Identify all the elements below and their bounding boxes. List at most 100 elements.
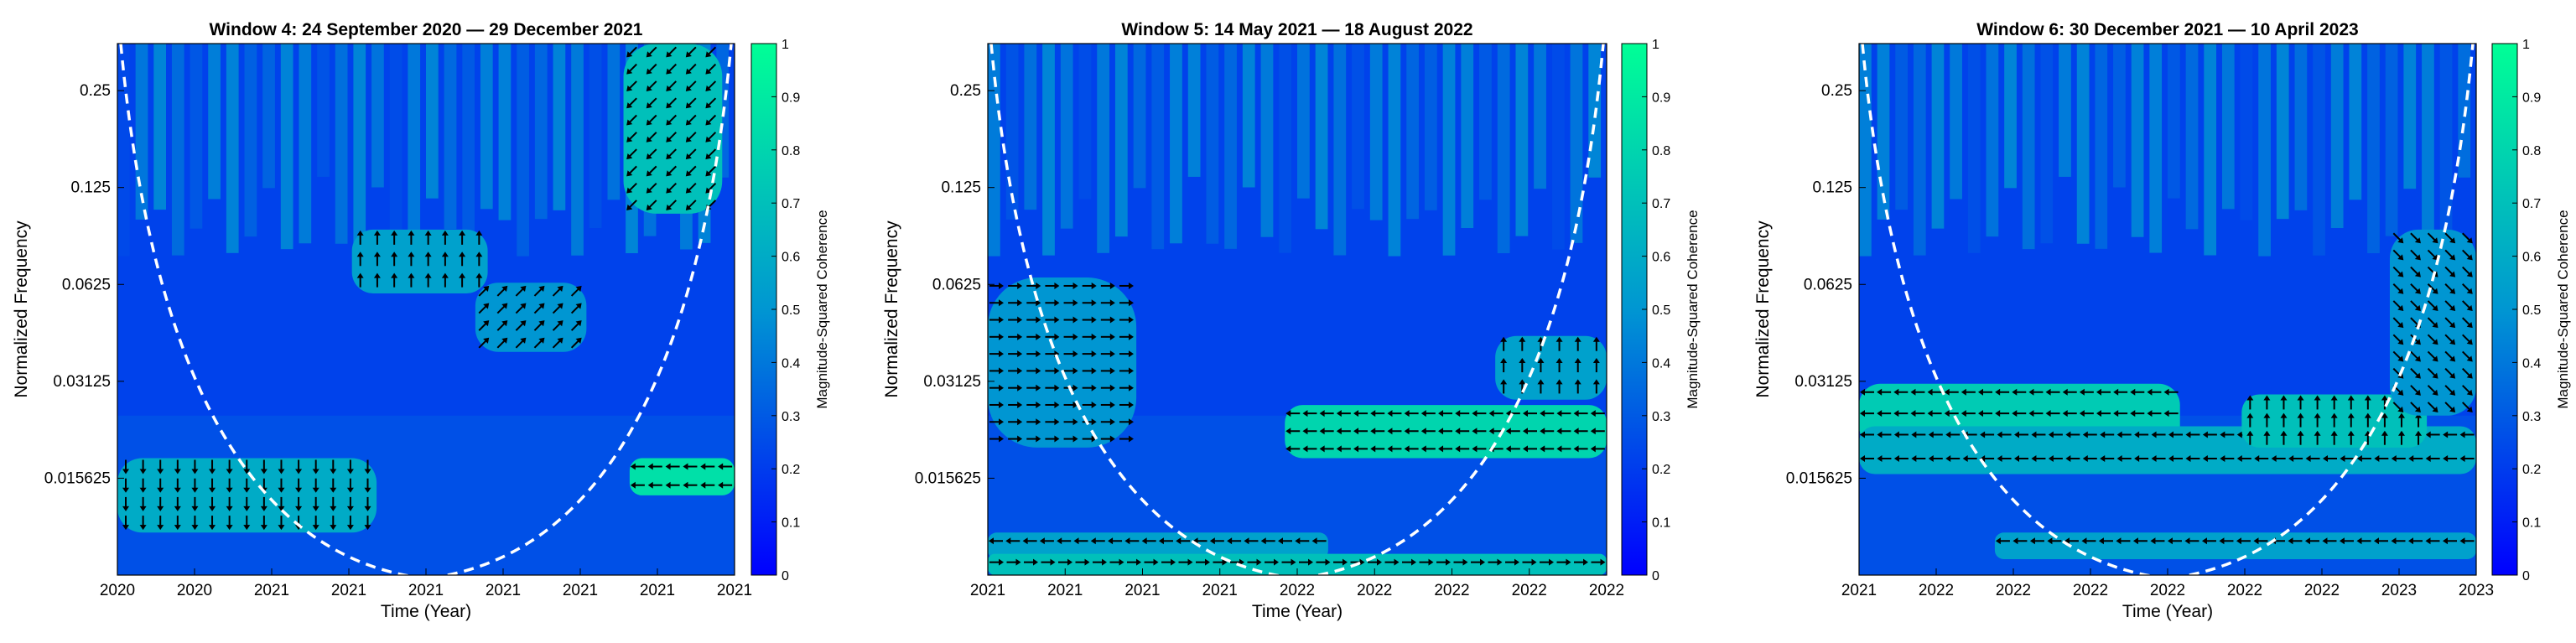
colorbar-tick-label: 0.9 [2522,91,2541,105]
x-tick-label: 2023 [2459,582,2494,599]
phase-arrow [2314,395,2321,410]
heatmap-streak [1097,44,1109,253]
phase-arrow [1260,537,1275,545]
phase-arrow [2185,455,2200,463]
phase-arrow [1119,401,1134,408]
phase-arrow [1488,558,1503,566]
phase-arrow [1008,401,1023,408]
phase-arrow [1100,333,1115,340]
phase-arrow [2444,283,2456,294]
phase-arrow [226,478,233,493]
phase-arrow [2410,232,2421,244]
phase-arrow [666,165,677,177]
phase-arrow [2220,431,2235,438]
phase-arrow [2444,402,2456,412]
phase-arrow [989,333,1004,340]
phase-arrow [346,459,354,474]
phase-arrow [1319,445,1334,453]
phase-arrow [191,496,199,511]
phase-arrow [2305,455,2320,463]
heatmap-streak [1024,44,1037,210]
phase-arrow [685,200,697,210]
colorbar-label: Magnitude-Squared Coherence [814,210,830,408]
phase-arrow [1058,558,1072,566]
phase-arrow [2012,537,2028,545]
phase-arrow [157,496,164,511]
colorbar-tick-label: 0.4 [1652,356,1670,371]
phase-arrow [1556,445,1571,453]
phase-arrow [2116,455,2132,463]
phase-arrow [552,303,564,314]
phase-arrow [1404,410,1419,417]
phase-arrow [630,481,645,489]
phase-arrow [330,459,337,474]
phase-arrow [1540,445,1555,453]
phase-arrow [139,496,147,511]
phase-arrow [391,230,398,245]
phase-arrow [989,282,1004,289]
heatmap-streak [1877,44,1890,220]
heatmap-streak [1279,44,1292,253]
phase-arrow [1045,299,1060,307]
phase-arrow [1063,418,1078,426]
heatmap-streak [1187,44,1201,177]
phase-arrow [2031,455,2046,463]
phase-arrow [1082,350,1097,358]
phase-arrow [364,459,371,474]
x-tick-label: 2022 [2304,582,2340,599]
y-tick-label: 0.125 [1812,179,1852,197]
colorbar-tick-label: 0.2 [782,463,800,477]
heatmap-streak [1931,44,1945,229]
phase-arrow [1008,384,1023,392]
phase-arrow [2427,232,2438,244]
phase-arrow [1962,455,1977,463]
coherence-region [988,277,1137,448]
phase-arrow [1285,428,1301,435]
phase-arrow [2459,537,2475,545]
phase-arrow [364,516,371,531]
phase-arrow [1488,410,1504,417]
phase-arrow [2462,402,2473,412]
phase-arrow [346,516,354,531]
phase-arrow [989,299,1004,307]
heatmap-streak [2149,44,2163,253]
phase-arrow [346,496,354,511]
phase-arrow [2427,402,2438,412]
phase-arrow [626,165,637,177]
phase-arrow [2392,249,2404,261]
phase-arrow [1082,367,1097,375]
phase-arrow [2184,537,2199,545]
phase-arrow [1319,428,1334,435]
colorbar-tick-label: 0.1 [782,516,800,531]
colorbar-tick-label: 0 [782,569,789,583]
phase-arrow [2427,317,2438,329]
phase-arrow [1082,316,1097,324]
x-tick-label: 2022 [1919,582,1954,599]
phase-arrow [1209,537,1224,545]
phase-arrow [2444,350,2456,362]
phase-arrow [1370,428,1385,435]
phase-arrow [1877,388,1892,396]
colorbar-tick-label: 0.9 [782,91,800,105]
heatmap-streak [480,44,493,210]
phase-arrow [1995,537,2010,545]
colorbar-tick-label: 0.8 [1652,144,1670,158]
phase-arrow [1063,350,1078,358]
phase-arrow [1285,445,1301,453]
coherence-region [988,532,1328,559]
phase-arrow [373,272,381,288]
phase-arrow [1556,428,1571,435]
phase-arrow [2462,283,2473,294]
phase-arrow [1860,431,1874,438]
phase-arrow [174,496,181,511]
heatmap-streak [1570,44,1583,243]
phase-arrow [626,46,637,58]
phase-arrow [122,516,129,531]
phase-arrow [2427,300,2438,311]
heatmap-streak [2059,44,2071,177]
y-tick-label: 0.25 [80,82,111,100]
phase-arrow [683,463,698,470]
heatmap-streak [190,44,203,229]
phase-arrow [1082,401,1097,408]
phase-arrow [705,97,717,109]
